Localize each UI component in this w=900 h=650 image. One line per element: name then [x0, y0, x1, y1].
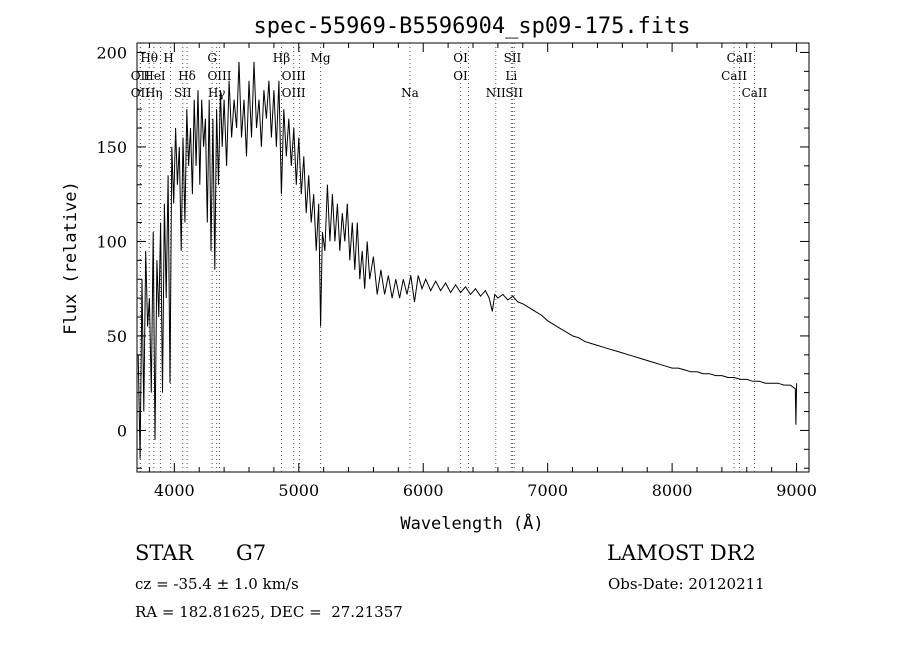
x-tick-label-4000: 4000 — [154, 481, 195, 500]
y-axis-ticks: 0 50 100 150 200 — [96, 43, 809, 469]
line-label-22: NII — [486, 86, 506, 100]
line-label-10: Hδ — [178, 69, 196, 83]
line-label-8: OII — [131, 69, 151, 83]
y-axis-label: Flux (relative) — [61, 181, 81, 335]
coordinates-readout: RA = 182.81625, DEC = 27.21357 — [135, 603, 403, 621]
y-tick-label-150: 150 — [96, 138, 127, 157]
y-tick-label-50: 50 — [107, 327, 127, 346]
line-label-1: H — [163, 51, 173, 65]
line-label-4: Mg — [311, 51, 331, 65]
line-label-14: Li — [505, 69, 517, 83]
y-tick-label-200: 200 — [96, 43, 127, 62]
line-label-18: SII — [174, 86, 192, 100]
chart-title: spec-55969-B5596904_sp09-175.fits — [253, 14, 690, 39]
y-tick-label-0: 0 — [117, 421, 127, 440]
line-label-15: CaII — [721, 69, 747, 83]
line-label-13: OI — [453, 69, 468, 83]
line-label-12: OIII — [282, 69, 306, 83]
x-tick-label-8000: 8000 — [652, 481, 693, 500]
line-label-21: Na — [401, 86, 419, 100]
observation-date: Obs-Date: 20120211 — [608, 575, 765, 593]
line-label-0: Hθ — [140, 51, 158, 65]
line-label-5: OI — [453, 51, 468, 65]
line-label-23: SII — [505, 86, 523, 100]
x-axis-ticks: 4000 5000 6000 7000 8000 9000 — [148, 43, 817, 500]
line-label-17: Hη — [145, 86, 163, 100]
line-label-20: OIII — [282, 86, 306, 100]
survey-name: LAMOST DR2 — [607, 541, 756, 565]
object-type: STAR — [135, 541, 194, 565]
x-axis-label: Wavelength (Å) — [400, 512, 543, 534]
x-tick-label-6000: 6000 — [403, 481, 444, 500]
object-subclass: G7 — [236, 541, 267, 565]
line-label-16: OII — [131, 86, 151, 100]
line-label-9: HeI — [143, 69, 166, 83]
spectral-line-markers — [139, 43, 755, 472]
line-label-11: OIII — [207, 69, 231, 83]
line-label-3: Hβ — [273, 51, 290, 65]
line-label-2: G — [207, 51, 217, 65]
line-label-7: CaII — [727, 51, 753, 65]
y-tick-label-100: 100 — [96, 232, 127, 251]
x-tick-label-5000: 5000 — [278, 481, 319, 500]
line-label-19: Hγ — [208, 86, 226, 100]
x-tick-label-7000: 7000 — [527, 481, 568, 500]
x-tick-label-9000: 9000 — [776, 481, 817, 500]
velocity-readout: cz = -35.4 ± 1.0 km/s — [135, 575, 299, 593]
spectrum-series-line — [137, 61, 798, 459]
line-label-6: SII — [504, 51, 522, 65]
line-label-24: CaII — [742, 86, 768, 100]
